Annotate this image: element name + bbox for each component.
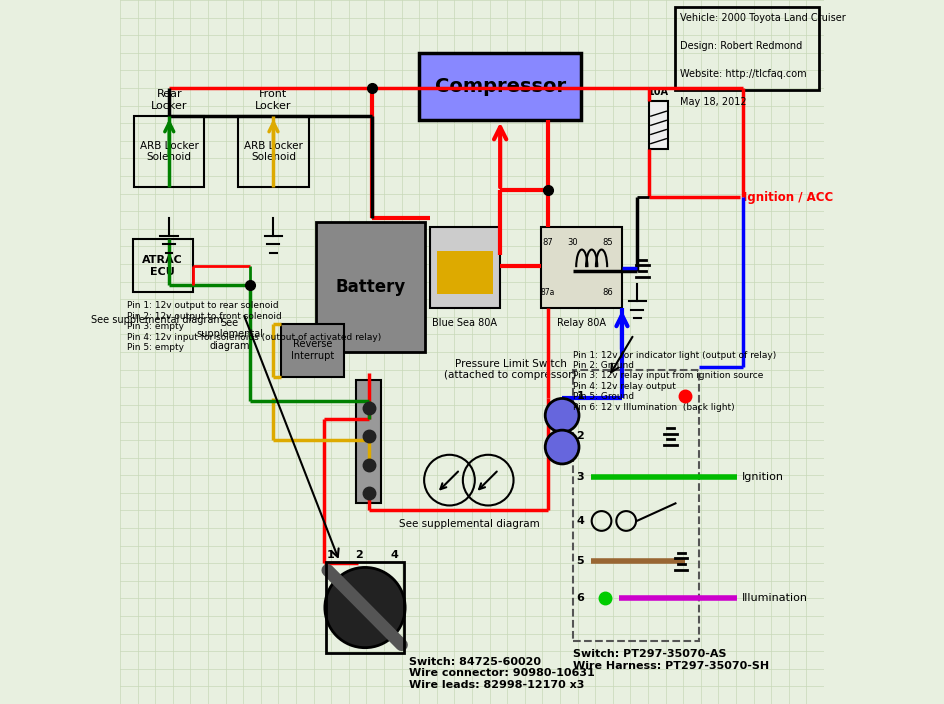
Text: Vehicle: 2000 Toyota Land Cruiser

Design: Robert Redmond

Website: http://tlcfa: Vehicle: 2000 Toyota Land Cruiser Design… bbox=[681, 13, 846, 107]
Text: ARB Locker
Solenoid: ARB Locker Solenoid bbox=[140, 141, 199, 162]
Text: Relay 80A: Relay 80A bbox=[557, 318, 606, 328]
Text: 4: 4 bbox=[577, 516, 584, 526]
Text: 1: 1 bbox=[577, 391, 584, 401]
Text: 85: 85 bbox=[602, 238, 614, 246]
Text: Pin 1: 12v output to rear solenoid
Pin 2: 12v output to front solenoid
Pin 3: em: Pin 1: 12v output to rear solenoid Pin 2… bbox=[127, 301, 381, 352]
Text: 87a: 87a bbox=[541, 288, 555, 296]
Text: Ignition / ACC: Ignition / ACC bbox=[743, 191, 834, 203]
Text: See supplemental diagram: See supplemental diagram bbox=[398, 519, 540, 529]
Text: 4: 4 bbox=[390, 550, 398, 560]
FancyBboxPatch shape bbox=[356, 380, 381, 503]
Text: Reverse
Interrupt: Reverse Interrupt bbox=[291, 339, 334, 361]
FancyBboxPatch shape bbox=[649, 101, 667, 149]
Text: Pin 1: 12v for indicator light (output of relay)
Pin 2: Ground
Pin 3: 12v relay : Pin 1: 12v for indicator light (output o… bbox=[573, 351, 776, 412]
Text: Switch: PT297-35070-AS
Wire Harness: PT297-35070-SH: Switch: PT297-35070-AS Wire Harness: PT2… bbox=[573, 649, 769, 671]
FancyBboxPatch shape bbox=[541, 227, 622, 308]
Text: 2: 2 bbox=[355, 550, 362, 560]
Text: ARB Locker
Solenoid: ARB Locker Solenoid bbox=[244, 141, 303, 162]
Text: Switch: 84725-60020
Wire connector: 90980-10631
Wire leads: 82998-12170 x3: Switch: 84725-60020 Wire connector: 9098… bbox=[409, 657, 595, 690]
Text: 2: 2 bbox=[577, 432, 584, 441]
Text: 5: 5 bbox=[577, 556, 584, 566]
Text: Illumination: Illumination bbox=[742, 593, 808, 603]
Text: Rear
Locker: Rear Locker bbox=[151, 89, 188, 111]
FancyBboxPatch shape bbox=[280, 324, 344, 377]
Text: See
supplemental
diagram: See supplemental diagram bbox=[196, 318, 263, 351]
Text: Battery: Battery bbox=[335, 278, 405, 296]
Text: 30: 30 bbox=[567, 238, 578, 246]
Text: Blue Sea 80A: Blue Sea 80A bbox=[432, 318, 497, 328]
Text: 86: 86 bbox=[602, 288, 614, 296]
Text: 87: 87 bbox=[543, 238, 553, 246]
FancyBboxPatch shape bbox=[419, 53, 582, 120]
Circle shape bbox=[546, 430, 579, 464]
FancyBboxPatch shape bbox=[430, 227, 500, 308]
Text: See supplemental diagram: See supplemental diagram bbox=[91, 315, 223, 325]
Text: Ignition: Ignition bbox=[742, 472, 784, 482]
Circle shape bbox=[546, 398, 579, 432]
FancyBboxPatch shape bbox=[315, 222, 425, 352]
Text: 1: 1 bbox=[327, 550, 335, 560]
Text: Pressure Limit Switch
(attached to compressor): Pressure Limit Switch (attached to compr… bbox=[445, 358, 577, 380]
Text: ATRAC
ECU: ATRAC ECU bbox=[143, 255, 183, 277]
Text: 6: 6 bbox=[577, 593, 584, 603]
Text: 10A: 10A bbox=[649, 87, 669, 97]
Text: Front
Locker: Front Locker bbox=[255, 89, 292, 111]
Text: Compressor: Compressor bbox=[434, 77, 565, 96]
Text: 3: 3 bbox=[577, 472, 584, 482]
Circle shape bbox=[325, 567, 405, 648]
FancyBboxPatch shape bbox=[437, 251, 493, 294]
